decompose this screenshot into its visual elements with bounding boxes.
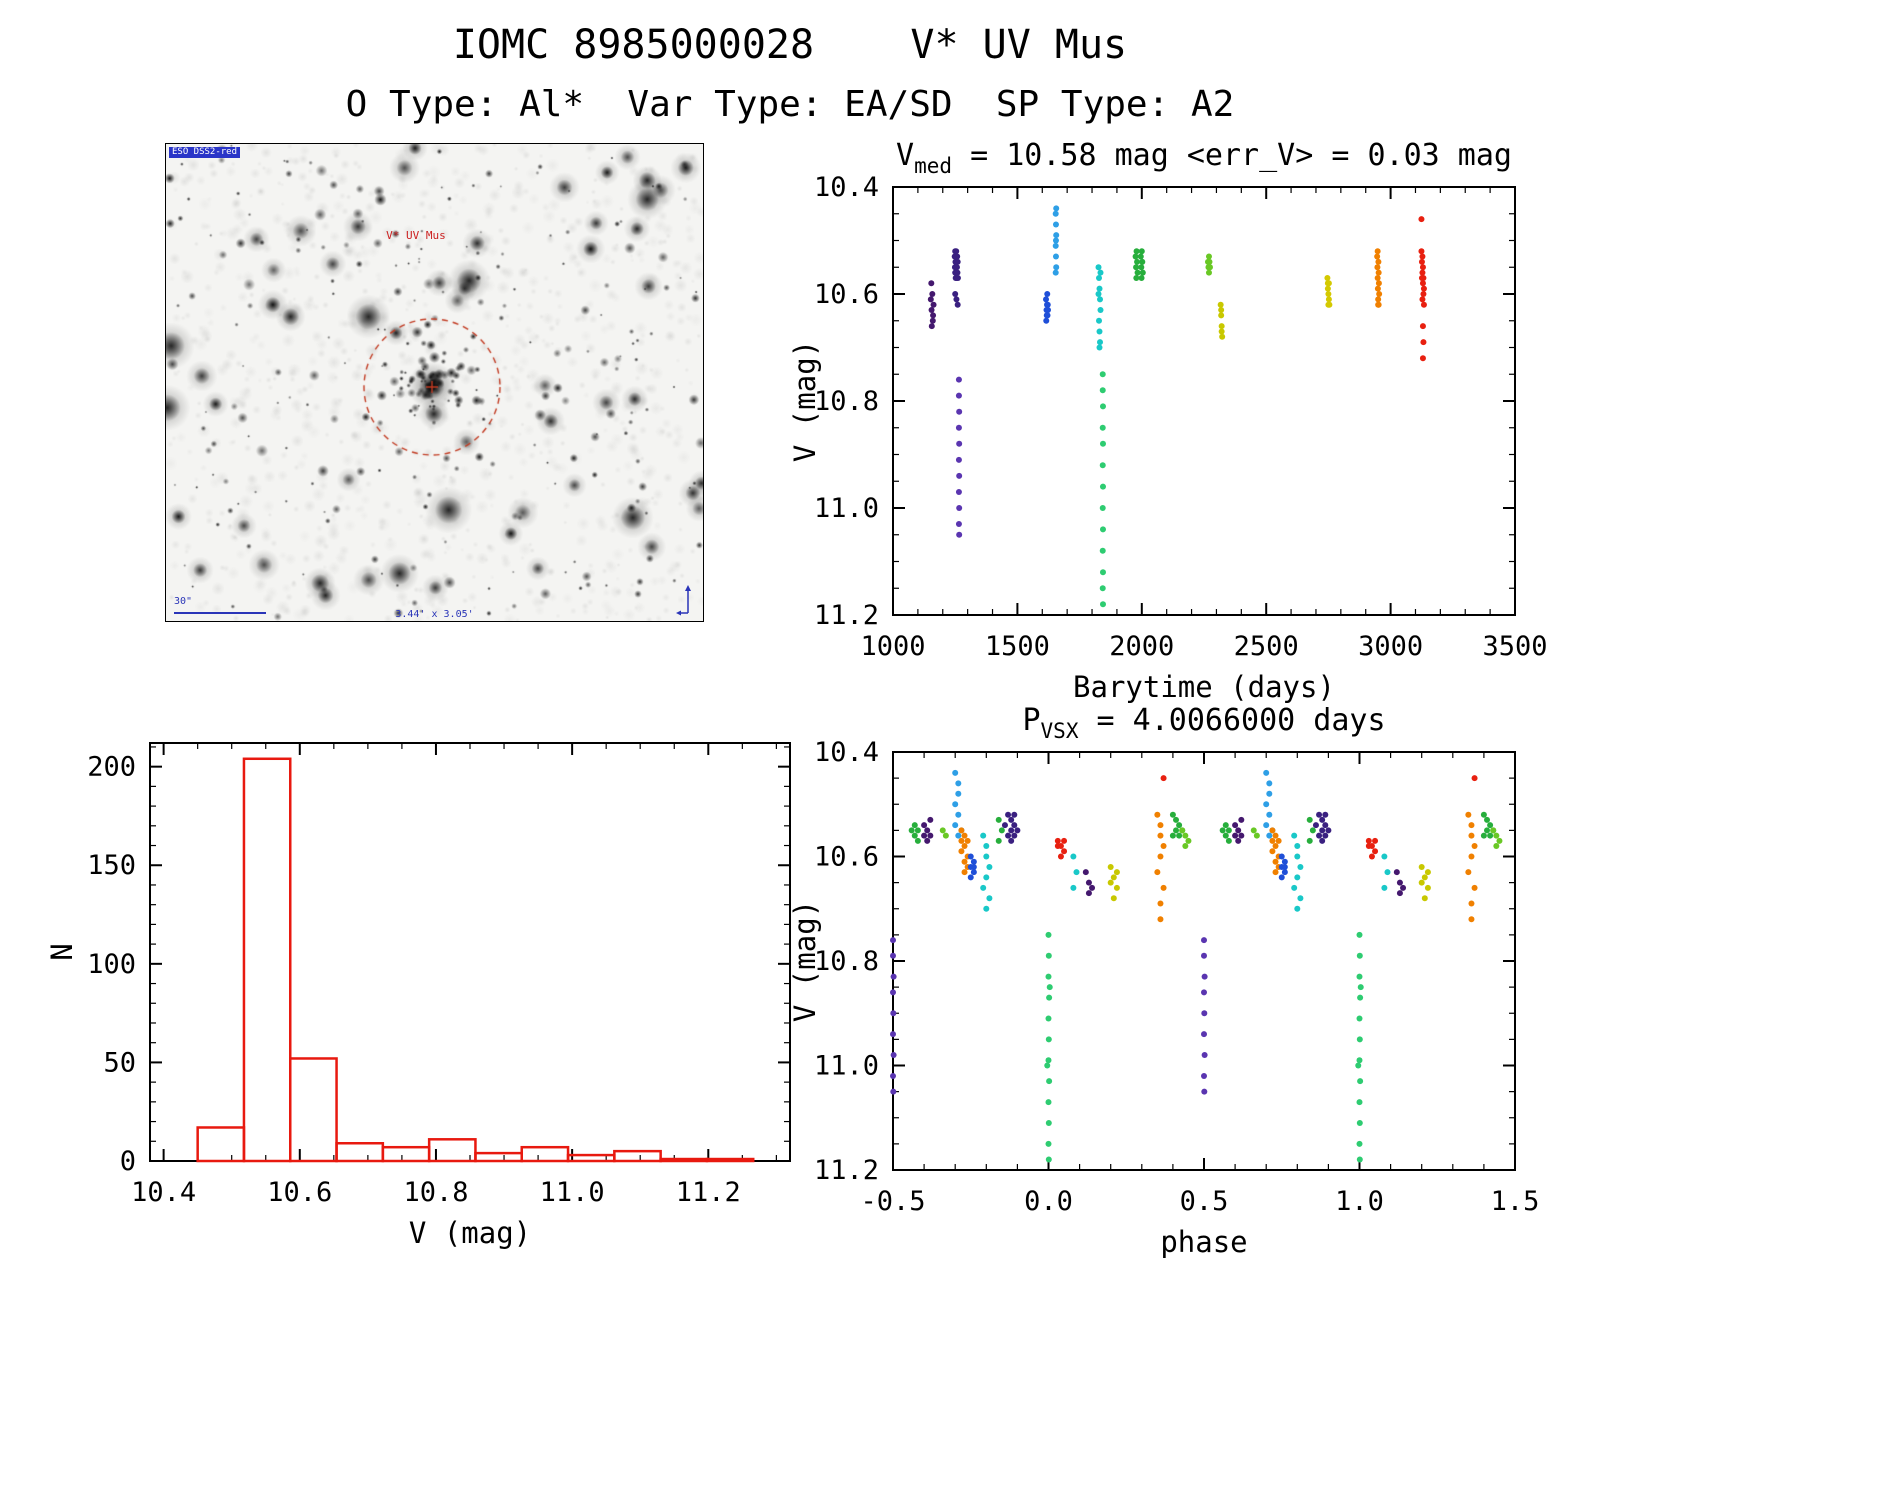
svg-text:11.2: 11.2	[676, 1177, 741, 1208]
svg-text:Barytime (days): Barytime (days)	[1073, 670, 1335, 704]
svg-text:0.0: 0.0	[1024, 1186, 1073, 1217]
svg-text:11.2: 11.2	[814, 1155, 879, 1186]
svg-text:200: 200	[87, 752, 136, 783]
svg-text:10.4: 10.4	[131, 1177, 196, 1208]
svg-text:V (mag): V (mag)	[788, 900, 822, 1022]
svg-text:V (mag): V (mag)	[409, 1216, 531, 1250]
svg-text:10.6: 10.6	[814, 842, 879, 873]
svg-text:Vmed = 10.58 mag <err_V> = 0.0: Vmed = 10.58 mag <err_V> = 0.03 mag	[896, 138, 1512, 178]
svg-text:3500: 3500	[1482, 631, 1547, 662]
svg-text:10.4: 10.4	[814, 172, 879, 203]
page-title: IOMC 8985000028 V* UV Mus	[452, 22, 1128, 68]
svg-text:1500: 1500	[985, 631, 1050, 662]
svg-text:100: 100	[87, 949, 136, 980]
svg-text:10.8: 10.8	[814, 946, 879, 977]
target-label: V* UV Mus	[386, 229, 446, 242]
svg-text:phase: phase	[1160, 1225, 1247, 1259]
svg-text:11.2: 11.2	[814, 600, 879, 631]
svg-text:11.0: 11.0	[540, 1177, 605, 1208]
svg-text:V (mag): V (mag)	[788, 340, 822, 462]
svg-text:N: N	[45, 943, 79, 960]
field-image-canvas	[166, 144, 703, 621]
svg-text:PVSX = 4.0066000 days: PVSX = 4.0066000 days	[1022, 703, 1385, 743]
svg-text:-0.5: -0.5	[860, 1186, 925, 1217]
compass-icon	[676, 585, 691, 616]
finding-chart-panel: ESO DSS2-red V* UV Mus 30" 3.44' x 3.05'	[165, 143, 704, 622]
svg-text:1.5: 1.5	[1491, 1186, 1540, 1217]
svg-text:0: 0	[120, 1146, 136, 1177]
svg-text:10.8: 10.8	[814, 386, 879, 417]
svg-text:150: 150	[87, 850, 136, 881]
svg-text:0.5: 0.5	[1180, 1186, 1229, 1217]
svg-text:11.0: 11.0	[814, 1051, 879, 1082]
svg-text:3000: 3000	[1358, 631, 1423, 662]
svg-text:2000: 2000	[1109, 631, 1174, 662]
survey-label: ESO DSS2-red	[169, 147, 241, 158]
svg-text:2500: 2500	[1234, 631, 1299, 662]
scale-bar	[174, 612, 266, 614]
svg-text:50: 50	[103, 1047, 136, 1078]
field-size-label: 3.44' x 3.05'	[395, 609, 474, 620]
svg-text:10.4: 10.4	[814, 737, 879, 768]
magnitude-histogram-chart: 10.4 10.6 10.8 11.0 11.2 0 50 100 150 200 V (mag) N	[45, 742, 791, 1250]
phase-folded-chart: -0.5 0.0 0.5 1.0 1.5 10.4 10.6 10.8 11.0 11.2 phas…	[788, 703, 1540, 1259]
scale-label: 30"	[174, 596, 193, 607]
svg-text:11.0: 11.0	[814, 493, 879, 524]
svg-text:1000: 1000	[860, 631, 925, 662]
svg-text:1.0: 1.0	[1335, 1186, 1384, 1217]
svg-text:10.6: 10.6	[814, 279, 879, 310]
lightcurve-chart: 1000 1500 2000 2500 3000 3500 10.4 10.6 10.8 11.0…	[788, 138, 1548, 704]
page-subtitle: O Type: Al* Var Type: EA/SD SP Type: A2	[345, 84, 1235, 125]
svg-text:10.8: 10.8	[403, 1177, 468, 1208]
svg-text:10.6: 10.6	[267, 1177, 332, 1208]
